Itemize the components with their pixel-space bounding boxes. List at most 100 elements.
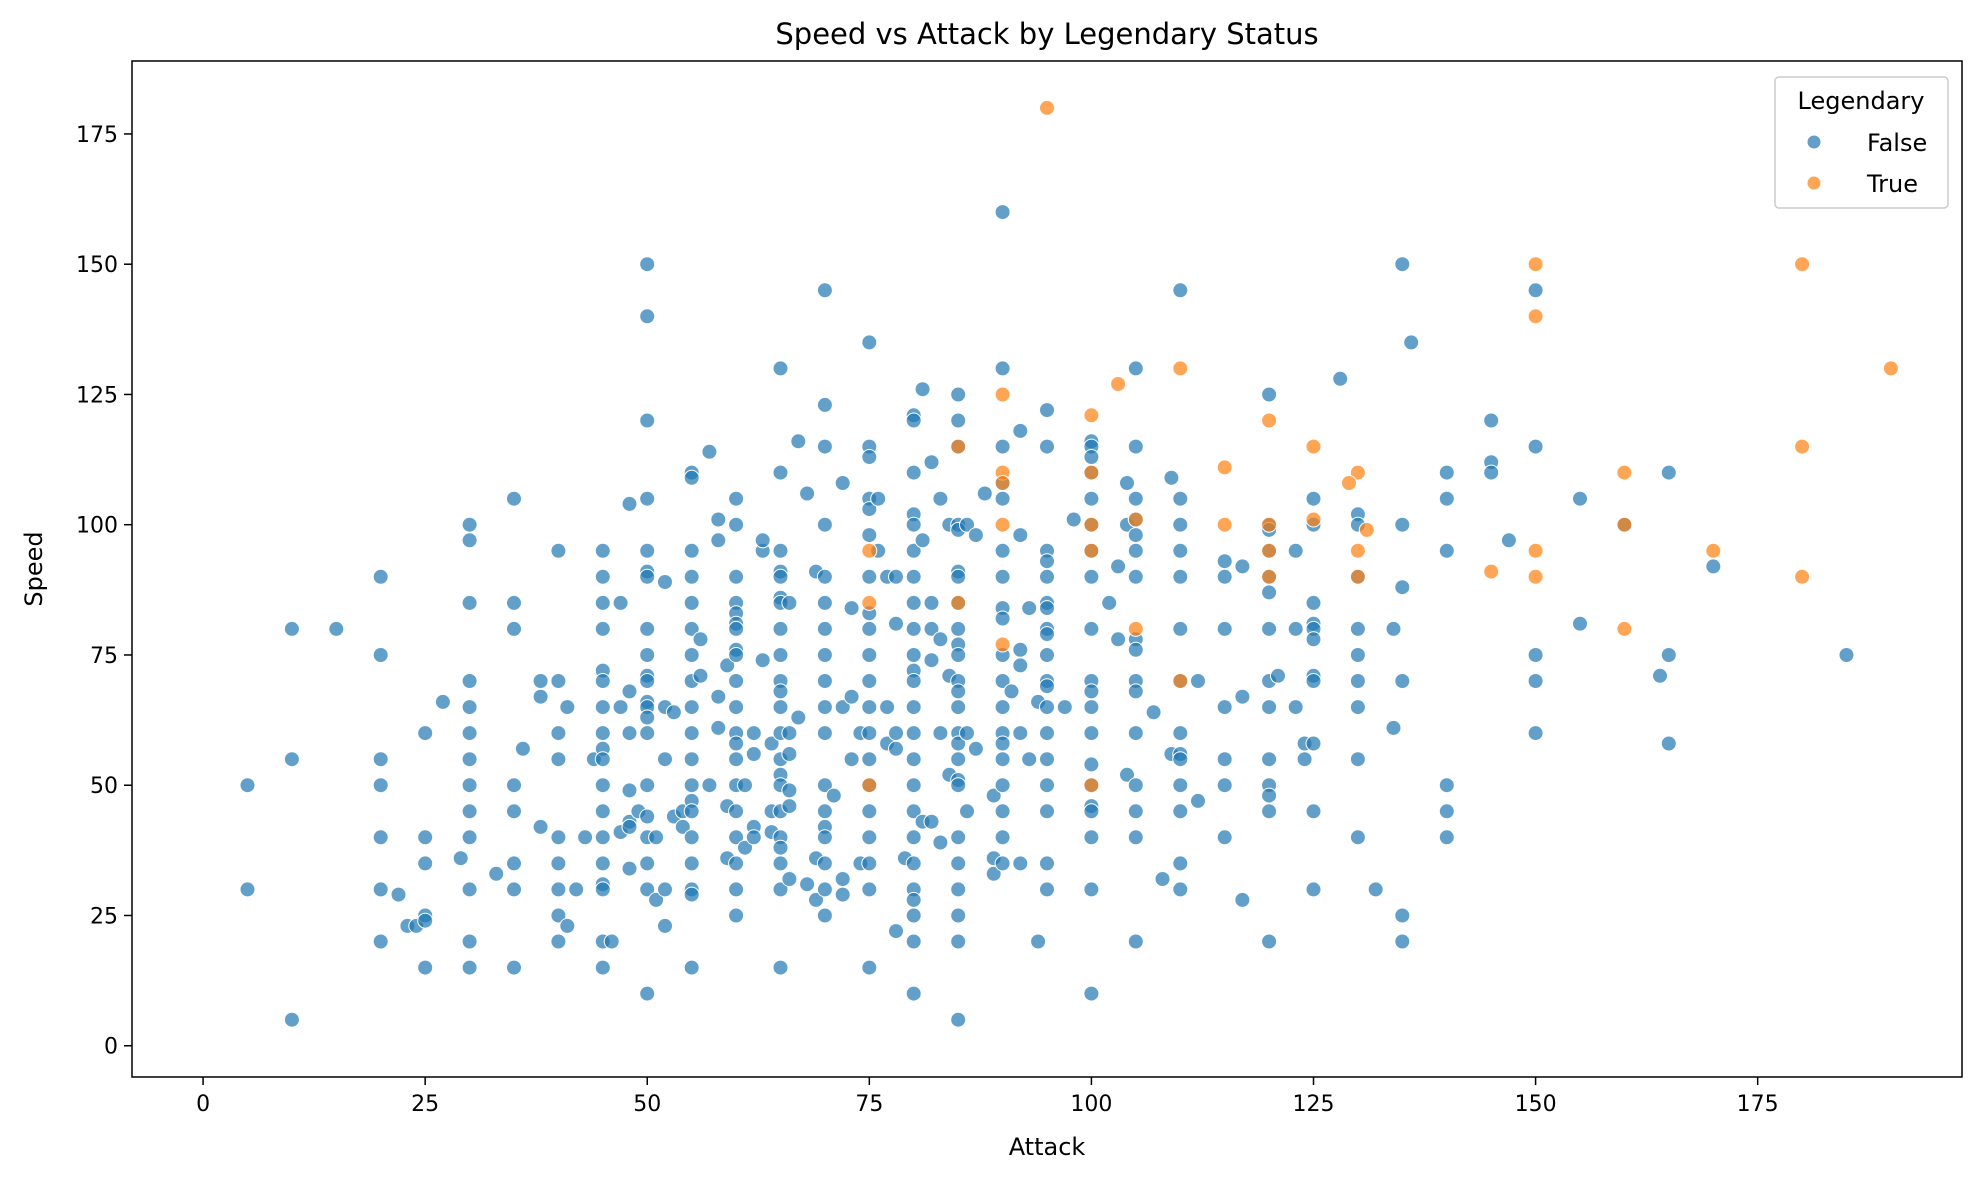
point-false bbox=[1349, 751, 1366, 768]
x-tick-label: 50 bbox=[633, 1092, 661, 1117]
y-tick-label: 175 bbox=[76, 123, 118, 148]
point-false bbox=[710, 532, 727, 549]
point-false bbox=[1012, 855, 1029, 872]
point-false bbox=[1572, 615, 1588, 632]
point-false bbox=[781, 798, 798, 815]
point-false bbox=[461, 751, 478, 768]
point-false bbox=[888, 725, 904, 742]
x-tick-label: 75 bbox=[855, 1092, 883, 1117]
point-false bbox=[870, 490, 887, 507]
point-false bbox=[372, 881, 389, 898]
point-false bbox=[834, 886, 851, 903]
point-false bbox=[1012, 527, 1029, 544]
point-false bbox=[950, 735, 967, 752]
point-false bbox=[1438, 777, 1455, 794]
point-false bbox=[905, 464, 922, 481]
point-false bbox=[417, 912, 434, 929]
point-false bbox=[550, 751, 567, 768]
point-false bbox=[692, 667, 709, 684]
point-false bbox=[905, 725, 922, 742]
point-false bbox=[781, 594, 798, 611]
point-false bbox=[861, 699, 878, 716]
point-false bbox=[594, 829, 611, 846]
point-false bbox=[461, 881, 478, 898]
point-false bbox=[994, 610, 1011, 627]
point-false bbox=[550, 542, 567, 559]
legend: Legendary False True bbox=[1774, 76, 1949, 209]
point-false bbox=[888, 740, 904, 757]
point-false bbox=[1127, 360, 1144, 377]
point-false bbox=[905, 699, 922, 716]
legend-marker-false bbox=[1806, 134, 1822, 150]
point-true bbox=[1083, 516, 1100, 533]
point-false bbox=[1127, 933, 1144, 950]
point-true bbox=[1527, 542, 1544, 559]
point-true bbox=[1039, 99, 1055, 116]
point-true bbox=[1616, 620, 1633, 637]
point-false bbox=[434, 693, 451, 710]
point-false bbox=[994, 204, 1011, 221]
point-false bbox=[683, 751, 700, 768]
point-false bbox=[1660, 735, 1677, 752]
point-false bbox=[1012, 725, 1029, 742]
point-false bbox=[550, 855, 567, 872]
point-false bbox=[728, 568, 745, 585]
point-false bbox=[1403, 334, 1420, 351]
point-false bbox=[372, 777, 389, 794]
point-false bbox=[506, 594, 522, 611]
point-false bbox=[550, 907, 567, 924]
point-false bbox=[1012, 657, 1029, 674]
point-false bbox=[861, 568, 878, 585]
point-false bbox=[1527, 725, 1544, 742]
point-false bbox=[674, 818, 691, 835]
point-false bbox=[594, 777, 611, 794]
point-false bbox=[1296, 751, 1313, 768]
point-false bbox=[665, 704, 682, 721]
point-true bbox=[1110, 376, 1127, 392]
point-false bbox=[621, 683, 638, 700]
y-axis-label: Speed bbox=[20, 531, 48, 606]
point-false bbox=[790, 433, 807, 450]
point-false bbox=[1305, 594, 1322, 611]
point-true bbox=[1705, 542, 1722, 559]
point-false bbox=[1172, 803, 1189, 820]
point-false bbox=[701, 443, 718, 460]
point-false bbox=[1261, 699, 1278, 716]
point-false bbox=[1349, 673, 1366, 689]
point-false bbox=[950, 699, 967, 716]
point-false bbox=[1261, 386, 1278, 403]
point-true bbox=[1216, 459, 1233, 476]
point-false bbox=[692, 631, 709, 648]
x-tick-label: 100 bbox=[1070, 1092, 1112, 1117]
point-false bbox=[239, 777, 256, 794]
legend-label-false: False bbox=[1867, 129, 1927, 157]
point-false bbox=[1172, 725, 1189, 742]
point-false bbox=[905, 516, 922, 533]
point-false bbox=[754, 652, 771, 669]
point-false bbox=[1039, 553, 1055, 570]
point-false bbox=[1660, 647, 1677, 663]
point-false bbox=[861, 881, 878, 898]
point-false bbox=[737, 839, 753, 856]
point-false bbox=[559, 917, 576, 934]
point-false bbox=[594, 542, 611, 559]
point-false bbox=[1154, 871, 1171, 887]
point-false bbox=[808, 891, 824, 908]
point-false bbox=[754, 532, 771, 549]
point-false bbox=[461, 516, 478, 533]
point-false bbox=[790, 709, 807, 726]
point-false bbox=[781, 871, 798, 887]
point-false bbox=[1172, 568, 1189, 585]
point-false bbox=[532, 688, 549, 705]
point-false bbox=[728, 855, 745, 872]
point-false bbox=[683, 594, 700, 611]
point-false bbox=[834, 871, 851, 887]
point-false bbox=[1394, 579, 1411, 596]
point-false bbox=[1660, 464, 1677, 481]
point-true bbox=[1794, 438, 1811, 455]
point-false bbox=[728, 751, 745, 768]
point-false bbox=[728, 516, 745, 533]
point-false bbox=[1039, 803, 1055, 820]
point-false bbox=[1216, 699, 1233, 716]
